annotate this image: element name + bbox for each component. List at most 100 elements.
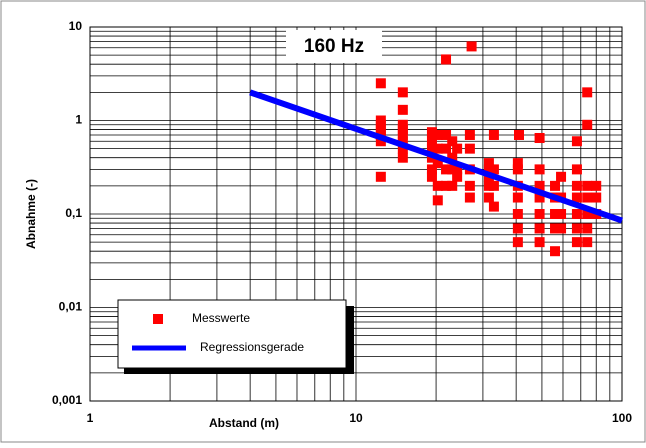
regression-line — [249, 89, 623, 224]
point — [397, 129, 408, 140]
point — [571, 192, 582, 203]
point — [582, 223, 593, 234]
point — [534, 237, 545, 248]
point — [441, 129, 452, 140]
point — [483, 158, 494, 169]
point — [464, 192, 475, 203]
point — [441, 54, 452, 65]
point — [426, 143, 437, 154]
y-tick-label: 1 — [75, 113, 82, 127]
point — [432, 195, 443, 206]
chart-title: 160 Hz — [304, 36, 364, 57]
point — [488, 201, 499, 212]
point — [512, 192, 523, 203]
point — [464, 129, 475, 140]
point — [591, 180, 602, 191]
point — [488, 164, 499, 175]
point — [512, 164, 523, 175]
point — [550, 246, 561, 257]
x-tick-label: 100 — [612, 411, 632, 425]
point — [534, 223, 545, 234]
point — [432, 143, 443, 154]
point — [514, 129, 525, 140]
point — [582, 87, 593, 98]
point — [464, 180, 475, 191]
legend-label: Regressionsgerade — [200, 340, 304, 354]
point — [534, 132, 545, 143]
point — [452, 143, 463, 154]
point — [534, 209, 545, 219]
x-tick-label: 1 — [87, 411, 94, 425]
point — [483, 180, 494, 191]
point — [397, 104, 408, 115]
point — [447, 136, 458, 147]
point — [452, 171, 463, 182]
legend-marker — [153, 314, 163, 324]
point — [483, 164, 494, 175]
point — [447, 180, 458, 191]
point — [571, 164, 582, 175]
point — [432, 129, 443, 140]
point — [550, 223, 561, 234]
point — [375, 136, 386, 147]
legend-box — [117, 299, 347, 369]
point — [582, 209, 593, 219]
point — [483, 192, 494, 203]
point — [550, 180, 561, 191]
point — [441, 180, 452, 191]
point — [432, 180, 443, 191]
point — [582, 180, 593, 191]
point — [512, 237, 523, 248]
point — [512, 209, 523, 219]
point — [488, 180, 499, 191]
point — [512, 158, 523, 169]
point — [426, 171, 437, 182]
point — [397, 136, 408, 147]
x-tick-label: 10 — [349, 411, 363, 425]
point — [571, 237, 582, 248]
y-tick-label: 0,001 — [52, 393, 82, 407]
point — [397, 143, 408, 154]
point — [556, 171, 567, 182]
point — [534, 180, 545, 191]
point — [375, 171, 386, 182]
point — [397, 87, 408, 98]
point — [432, 158, 443, 169]
point — [582, 237, 593, 248]
y-tick-label: 10 — [69, 19, 83, 33]
point — [397, 124, 408, 135]
point — [512, 223, 523, 234]
point — [534, 192, 545, 203]
point — [375, 78, 386, 89]
point — [452, 164, 463, 175]
point — [426, 136, 437, 147]
y-tick-label: 0,01 — [59, 300, 83, 314]
point — [571, 136, 582, 147]
point — [441, 143, 452, 154]
point — [375, 124, 386, 135]
legend-label: Messwerte — [192, 311, 250, 325]
point — [464, 143, 475, 154]
point — [556, 223, 567, 234]
y-tick-label: 0,1 — [65, 206, 82, 220]
point — [534, 164, 545, 175]
y-axis-label: Abnahme (-) — [24, 179, 38, 249]
point — [571, 209, 582, 219]
point — [556, 209, 567, 219]
point — [488, 129, 499, 140]
point — [571, 180, 582, 191]
point — [571, 223, 582, 234]
point — [447, 152, 458, 163]
point — [466, 41, 477, 52]
point — [582, 192, 593, 203]
point — [426, 164, 437, 175]
point — [441, 164, 452, 175]
x-axis-label: Abstand (m) — [209, 416, 279, 430]
point — [591, 192, 602, 203]
point — [426, 127, 437, 138]
point — [550, 209, 561, 219]
legend: Messwerte Regressionsgerade — [117, 299, 354, 374]
title-box — [286, 30, 382, 63]
point — [582, 119, 593, 130]
